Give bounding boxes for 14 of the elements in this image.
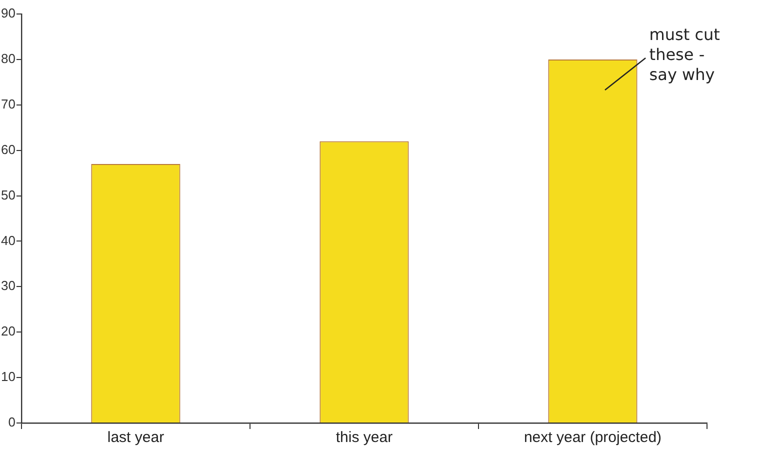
y-tick-label: 50 <box>0 187 16 202</box>
y-tick-label: 10 <box>0 369 16 384</box>
y-tick-label: 90 <box>0 6 16 21</box>
y-tick-label: 60 <box>0 142 16 157</box>
y-tick-label: 70 <box>0 96 16 112</box>
y-tick-label: 30 <box>0 278 16 294</box>
y-tick-label: 40 <box>0 232 16 248</box>
x-tick-label: next year (projected) <box>524 429 662 446</box>
y-tick-label: 20 <box>0 324 16 339</box>
x-tick-label: this year <box>336 429 393 446</box>
y-tick-label: 80 <box>0 51 16 66</box>
annotation: must cut these - say why <box>649 25 720 84</box>
y-tick-label: 0 <box>8 414 16 430</box>
x-tick-label: last year <box>107 429 164 446</box>
